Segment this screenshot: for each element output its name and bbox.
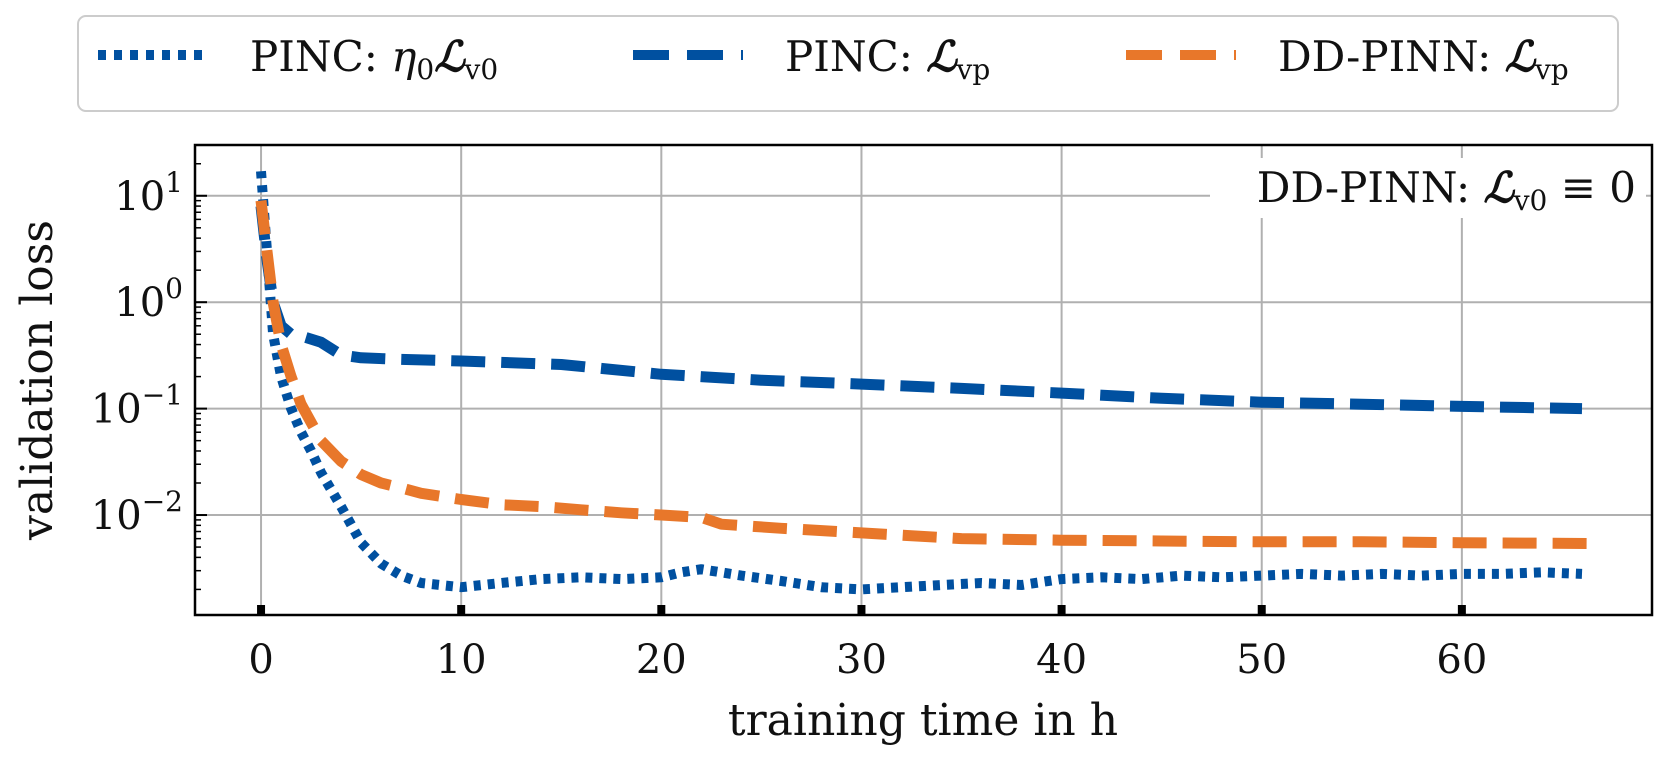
legend: PINC: η0ℒv0 PINC: ℒvp DD-PINN: ℒvp bbox=[77, 15, 1619, 112]
x-tick-label: 50 bbox=[1236, 637, 1287, 683]
series-group bbox=[255, 170, 1593, 595]
y-tick-label: 101 bbox=[114, 166, 183, 220]
x-axis-label: training time in h bbox=[728, 695, 1118, 746]
annotation-text: DD-PINN: ℒv0 ≡ 0 bbox=[1257, 163, 1636, 217]
x-ticks: 0 10 20 30 40 50 60 bbox=[248, 605, 1487, 683]
x-tick-label: 20 bbox=[636, 637, 687, 683]
plot-area: 0 10 20 30 40 50 60 101 100 10−1 10−2 bbox=[91, 143, 1654, 683]
x-tick-label: 10 bbox=[436, 637, 487, 683]
y-tick-label: 10−1 bbox=[91, 379, 183, 433]
legend-entry-pinc-vp: PINC: ℒvp bbox=[633, 32, 990, 86]
legend-entry-pinc-v0: PINC: η0ℒv0 bbox=[98, 32, 498, 86]
annotation-background bbox=[1210, 158, 1646, 218]
x-tick-label: 60 bbox=[1436, 637, 1487, 683]
legend-label-pinc-vp: PINC: ℒvp bbox=[785, 32, 990, 86]
y-tick-label: 100 bbox=[114, 272, 183, 326]
legend-label-pinc-v0: PINC: η0ℒv0 bbox=[250, 32, 498, 86]
x-tick-label: 0 bbox=[248, 637, 273, 683]
series-pinc-v0 bbox=[256, 170, 1583, 595]
y-ticks: 101 100 10−1 10−2 bbox=[91, 166, 207, 539]
plot-frame bbox=[193, 143, 1654, 617]
y-tick-label: 10−2 bbox=[91, 485, 183, 539]
x-tick-label: 40 bbox=[1036, 637, 1087, 683]
legend-entry-ddpinn-vp: DD-PINN: ℒvp bbox=[1126, 32, 1569, 86]
y-axis-label: validation loss bbox=[12, 220, 63, 541]
legend-box bbox=[77, 15, 1619, 112]
series-pinc-vp bbox=[255, 205, 1583, 415]
x-tick-label: 30 bbox=[836, 637, 887, 683]
legend-label-ddpinn-vp: DD-PINN: ℒvp bbox=[1278, 32, 1569, 86]
annotation: DD-PINN: ℒv0 ≡ 0 bbox=[1210, 158, 1646, 218]
